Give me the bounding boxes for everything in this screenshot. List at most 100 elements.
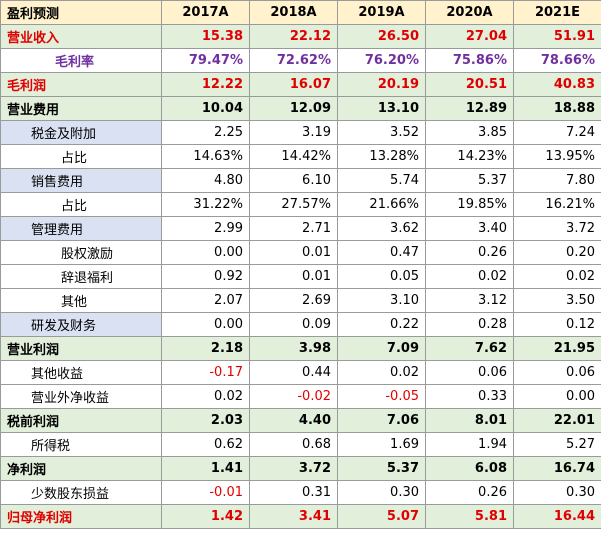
- row-label: 占比: [0, 144, 162, 169]
- data-row: 少数股东损益 -0.01 0.31 0.30 0.26 0.30: [0, 480, 601, 505]
- header-cell: 2018A: [249, 0, 338, 25]
- value-cell: 0.09: [249, 312, 338, 337]
- data-row: 其他收益 -0.17 0.44 0.02 0.06 0.06: [0, 360, 601, 385]
- row-label: 股权激励: [0, 240, 162, 265]
- value-cell: 0.33: [425, 384, 514, 409]
- data-row: 营业收入 15.38 22.12 26.50 27.04 51.91: [0, 24, 601, 49]
- value-cell: 2.07: [161, 288, 250, 313]
- value-cell: 27.04: [425, 24, 514, 49]
- data-row: 占比 14.63% 14.42% 13.28% 14.23% 13.95%: [0, 144, 601, 169]
- header-cell: 盈利预测: [0, 0, 162, 25]
- row-label: 所得税: [0, 432, 162, 457]
- value-cell: 0.00: [513, 384, 601, 409]
- value-cell: 0.00: [161, 240, 250, 265]
- value-cell: 13.95%: [513, 144, 601, 169]
- value-cell: 12.22: [161, 72, 250, 97]
- value-cell: 12.89: [425, 96, 514, 121]
- row-label: 研发及财务: [0, 312, 162, 337]
- value-cell: 0.20: [513, 240, 601, 265]
- value-cell: 6.08: [425, 456, 514, 481]
- value-cell: 0.02: [337, 360, 426, 385]
- row-label: 营业外净收益: [0, 384, 162, 409]
- header-cell: 2020A: [425, 0, 514, 25]
- value-cell: 1.42: [161, 504, 250, 529]
- value-cell: 40.83: [513, 72, 601, 97]
- value-cell: 0.28: [425, 312, 514, 337]
- value-cell: 76.20%: [337, 48, 426, 73]
- value-cell: 16.44: [513, 504, 601, 529]
- data-row: 营业利润 2.18 3.98 7.09 7.62 21.95: [0, 336, 601, 361]
- data-row: 辞退福利 0.92 0.01 0.05 0.02 0.02: [0, 264, 601, 289]
- value-cell: 21.95: [513, 336, 601, 361]
- value-cell: 0.92: [161, 264, 250, 289]
- header-cell: 2021E: [513, 0, 601, 25]
- data-row: 所得税 0.62 0.68 1.69 1.94 5.27: [0, 432, 601, 457]
- value-cell: 18.88: [513, 96, 601, 121]
- row-label: 归母净利润: [0, 504, 162, 529]
- value-cell: 10.04: [161, 96, 250, 121]
- value-cell: 3.40: [425, 216, 514, 241]
- data-row: 税前利润 2.03 4.40 7.06 8.01 22.01: [0, 408, 601, 433]
- value-cell: 0.31: [249, 480, 338, 505]
- value-cell: 16.07: [249, 72, 338, 97]
- row-label: 其他收益: [0, 360, 162, 385]
- row-label: 占比: [0, 192, 162, 217]
- row-label: 少数股东损益: [0, 480, 162, 505]
- value-cell: 0.02: [161, 384, 250, 409]
- value-cell: 7.62: [425, 336, 514, 361]
- data-row: 毛利润 12.22 16.07 20.19 20.51 40.83: [0, 72, 601, 97]
- value-cell: 3.72: [513, 216, 601, 241]
- value-cell: 2.03: [161, 408, 250, 433]
- value-cell: 14.42%: [249, 144, 338, 169]
- value-cell: 3.52: [337, 120, 426, 145]
- value-cell: 2.25: [161, 120, 250, 145]
- value-cell: 2.18: [161, 336, 250, 361]
- value-cell: 4.80: [161, 168, 250, 193]
- value-cell: 22.12: [249, 24, 338, 49]
- value-cell: 16.74: [513, 456, 601, 481]
- value-cell: 0.12: [513, 312, 601, 337]
- value-cell: 0.06: [513, 360, 601, 385]
- value-cell: 1.94: [425, 432, 514, 457]
- value-cell: 0.05: [337, 264, 426, 289]
- value-cell: 2.99: [161, 216, 250, 241]
- value-cell: -0.02: [249, 384, 338, 409]
- value-cell: 0.02: [425, 264, 514, 289]
- value-cell: 3.72: [249, 456, 338, 481]
- value-cell: 27.57%: [249, 192, 338, 217]
- value-cell: 14.23%: [425, 144, 514, 169]
- data-row: 其他 2.07 2.69 3.10 3.12 3.50: [0, 288, 601, 313]
- value-cell: 5.81: [425, 504, 514, 529]
- row-label: 毛利润: [0, 72, 162, 97]
- value-cell: 2.69: [249, 288, 338, 313]
- data-row: 净利润 1.41 3.72 5.37 6.08 16.74: [0, 456, 601, 481]
- data-row: 研发及财务 0.00 0.09 0.22 0.28 0.12: [0, 312, 601, 337]
- value-cell: 3.85: [425, 120, 514, 145]
- header-row: 盈利预测 2017A 2018A 2019A 2020A 2021E: [0, 0, 601, 25]
- value-cell: 16.21%: [513, 192, 601, 217]
- data-row: 股权激励 0.00 0.01 0.47 0.26 0.20: [0, 240, 601, 265]
- row-label: 管理费用: [0, 216, 162, 241]
- row-label: 营业利润: [0, 336, 162, 361]
- row-label: 其他: [0, 288, 162, 313]
- value-cell: 0.00: [161, 312, 250, 337]
- value-cell: 72.62%: [249, 48, 338, 73]
- data-row: 占比 31.22% 27.57% 21.66% 19.85% 16.21%: [0, 192, 601, 217]
- value-cell: 0.01: [249, 264, 338, 289]
- value-cell: 0.02: [513, 264, 601, 289]
- row-label: 营业收入: [0, 24, 162, 49]
- row-label: 销售费用: [0, 168, 162, 193]
- header-cell: 2017A: [161, 0, 250, 25]
- value-cell: 1.41: [161, 456, 250, 481]
- value-cell: 0.26: [425, 480, 514, 505]
- value-cell: 8.01: [425, 408, 514, 433]
- value-cell: 3.98: [249, 336, 338, 361]
- value-cell: 7.09: [337, 336, 426, 361]
- value-cell: 78.66%: [513, 48, 601, 73]
- profit-forecast-table: 盈利预测 2017A 2018A 2019A 2020A 2021E 营业收入 15.38 22…: [0, 0, 601, 529]
- value-cell: 13.10: [337, 96, 426, 121]
- row-label: 税前利润: [0, 408, 162, 433]
- value-cell: 0.30: [513, 480, 601, 505]
- data-row: 税金及附加 2.25 3.19 3.52 3.85 7.24: [0, 120, 601, 145]
